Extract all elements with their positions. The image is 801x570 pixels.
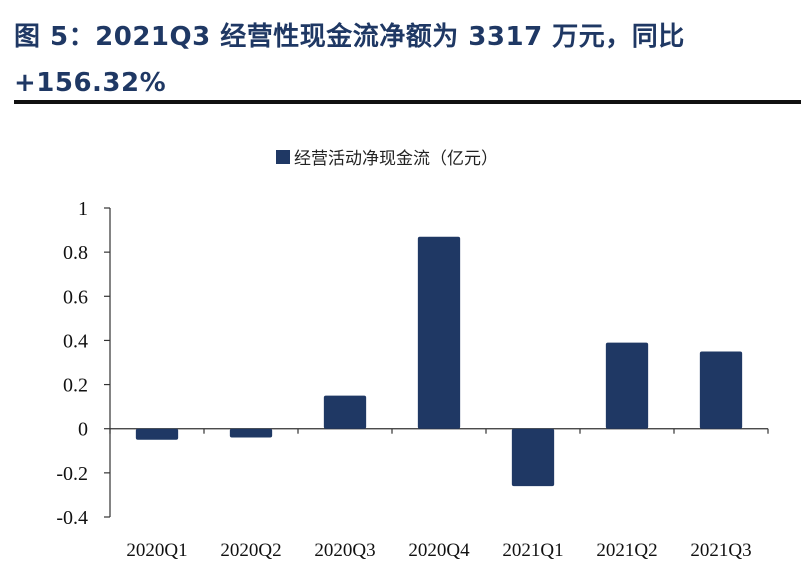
x-tick-label: 2021Q2: [596, 540, 657, 561]
x-axis: 2020Q1 2020Q2 2020Q3 2020Q4 2021Q1 2021Q2 2021…: [109, 428, 769, 561]
y-tick-label: 0: [78, 419, 88, 441]
x-tick-label: 2020Q4: [408, 540, 470, 561]
y-tick-label: 0.6: [63, 286, 88, 308]
y-tick-label: 0.2: [63, 375, 88, 397]
x-tick-label: 2021Q3: [690, 540, 751, 561]
chart-title: 图 5：2021Q3 经营性现金流净额为 3317 万元，同比+156.32%: [14, 22, 685, 98]
y-tick-label: 0.4: [63, 330, 88, 352]
bar: [229, 428, 273, 438]
x-tick-label: 2021Q1: [502, 540, 563, 561]
y-axis: 1 0.8 0.6 0.4 0.2 0 -0.2 -0.4: [56, 198, 111, 529]
bars: [135, 236, 743, 487]
legend-swatch: [276, 150, 290, 164]
bar: [323, 395, 367, 429]
x-tick-label: 2020Q2: [220, 540, 281, 561]
bar: [699, 351, 743, 429]
y-tick-label: -0.2: [56, 463, 88, 485]
bar: [135, 428, 179, 440]
legend-label: 经营活动净现金流（亿元）: [294, 149, 498, 169]
y-tick-label: 0.8: [63, 242, 88, 264]
bar: [417, 236, 461, 429]
x-tick-label: 2020Q3: [314, 540, 375, 561]
bar: [511, 428, 555, 487]
y-tick-label: 1: [78, 198, 88, 220]
title-underline: [14, 100, 801, 104]
bar: [605, 342, 649, 429]
y-tick-label: -0.4: [56, 507, 88, 529]
x-tick-label: 2020Q1: [126, 540, 187, 561]
legend: 经营活动净现金流（亿元）: [276, 149, 498, 169]
